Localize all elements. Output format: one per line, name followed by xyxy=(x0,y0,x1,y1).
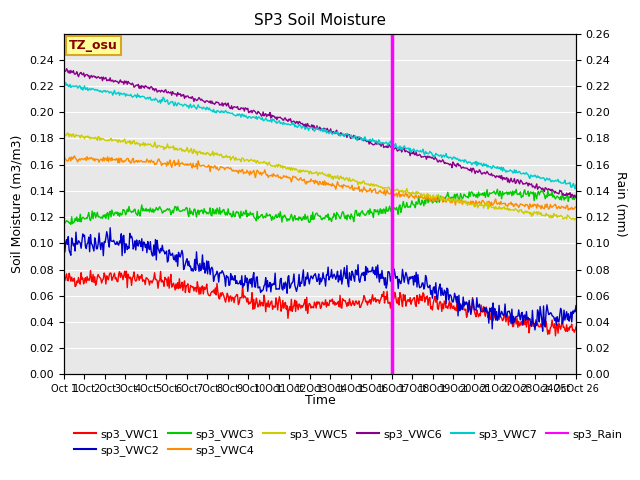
Text: TZ_osu: TZ_osu xyxy=(69,39,118,52)
X-axis label: Time: Time xyxy=(305,394,335,407)
Title: SP3 Soil Moisture: SP3 Soil Moisture xyxy=(254,13,386,28)
Y-axis label: Soil Moisture (m3/m3): Soil Moisture (m3/m3) xyxy=(11,135,24,273)
Legend: sp3_VWC1, sp3_VWC2, sp3_VWC3, sp3_VWC4, sp3_VWC5, sp3_VWC6, sp3_VWC7, sp3_Rain: sp3_VWC1, sp3_VWC2, sp3_VWC3, sp3_VWC4, … xyxy=(70,424,627,460)
Y-axis label: Rain (mm): Rain (mm) xyxy=(614,171,627,237)
